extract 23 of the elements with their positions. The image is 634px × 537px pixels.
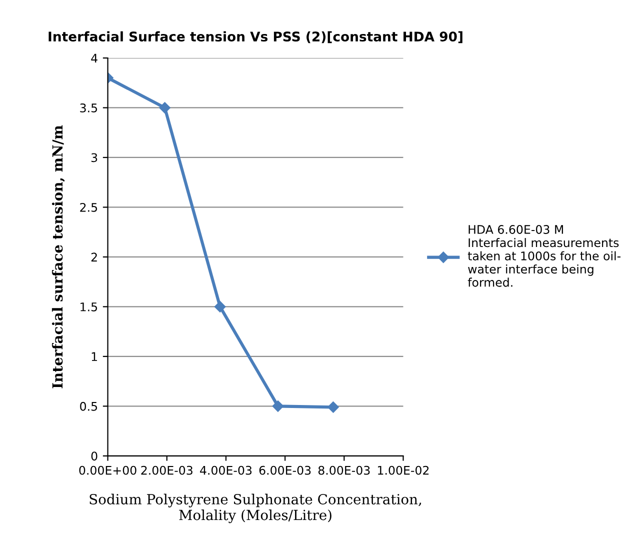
- y-tick-label: 2: [91, 252, 97, 262]
- y-tick-label: 3.5: [80, 103, 98, 112]
- y-tick-label: 2.5: [80, 202, 98, 212]
- y-axis-title: Interfacial surface tension, mN/m: [52, 125, 65, 388]
- point: [214, 301, 226, 312]
- chart-title: Interfacial Surface tension Vs PSS (2)[constant HDA 90]: [48, 31, 462, 44]
- x-axis-title: Sodium Polystyrene Sulphonate Concentration, Molality (Moles/Litre): [90, 494, 422, 524]
- point: [159, 102, 170, 114]
- y-tick-label: 0: [91, 452, 98, 461]
- x-tick-label: 6.00E-03: [259, 466, 311, 475]
- legend-label: HDA 6.60E-03 M Interfacial measurements taken at 1000s for the oil- water interface being formed.: [468, 225, 620, 287]
- x-tick-label: 4.00E-03: [200, 466, 252, 475]
- y-tick-label: 3: [91, 153, 98, 162]
- point: [328, 402, 339, 413]
- point: [272, 400, 284, 412]
- x-tick-label: 1.00E-02: [378, 466, 429, 475]
- x-tick-label: 2.00E-03: [141, 466, 192, 475]
- y-tick-label: 4: [91, 54, 98, 62]
- x-tick-label: 0.00E+00: [79, 466, 136, 475]
- y-tick-label: 1.5: [80, 302, 98, 312]
- y-tick-label: 1: [92, 352, 97, 361]
- y-tick-label: 0.5: [80, 402, 98, 411]
- x-tick-label: 8.00E-03: [318, 466, 370, 475]
